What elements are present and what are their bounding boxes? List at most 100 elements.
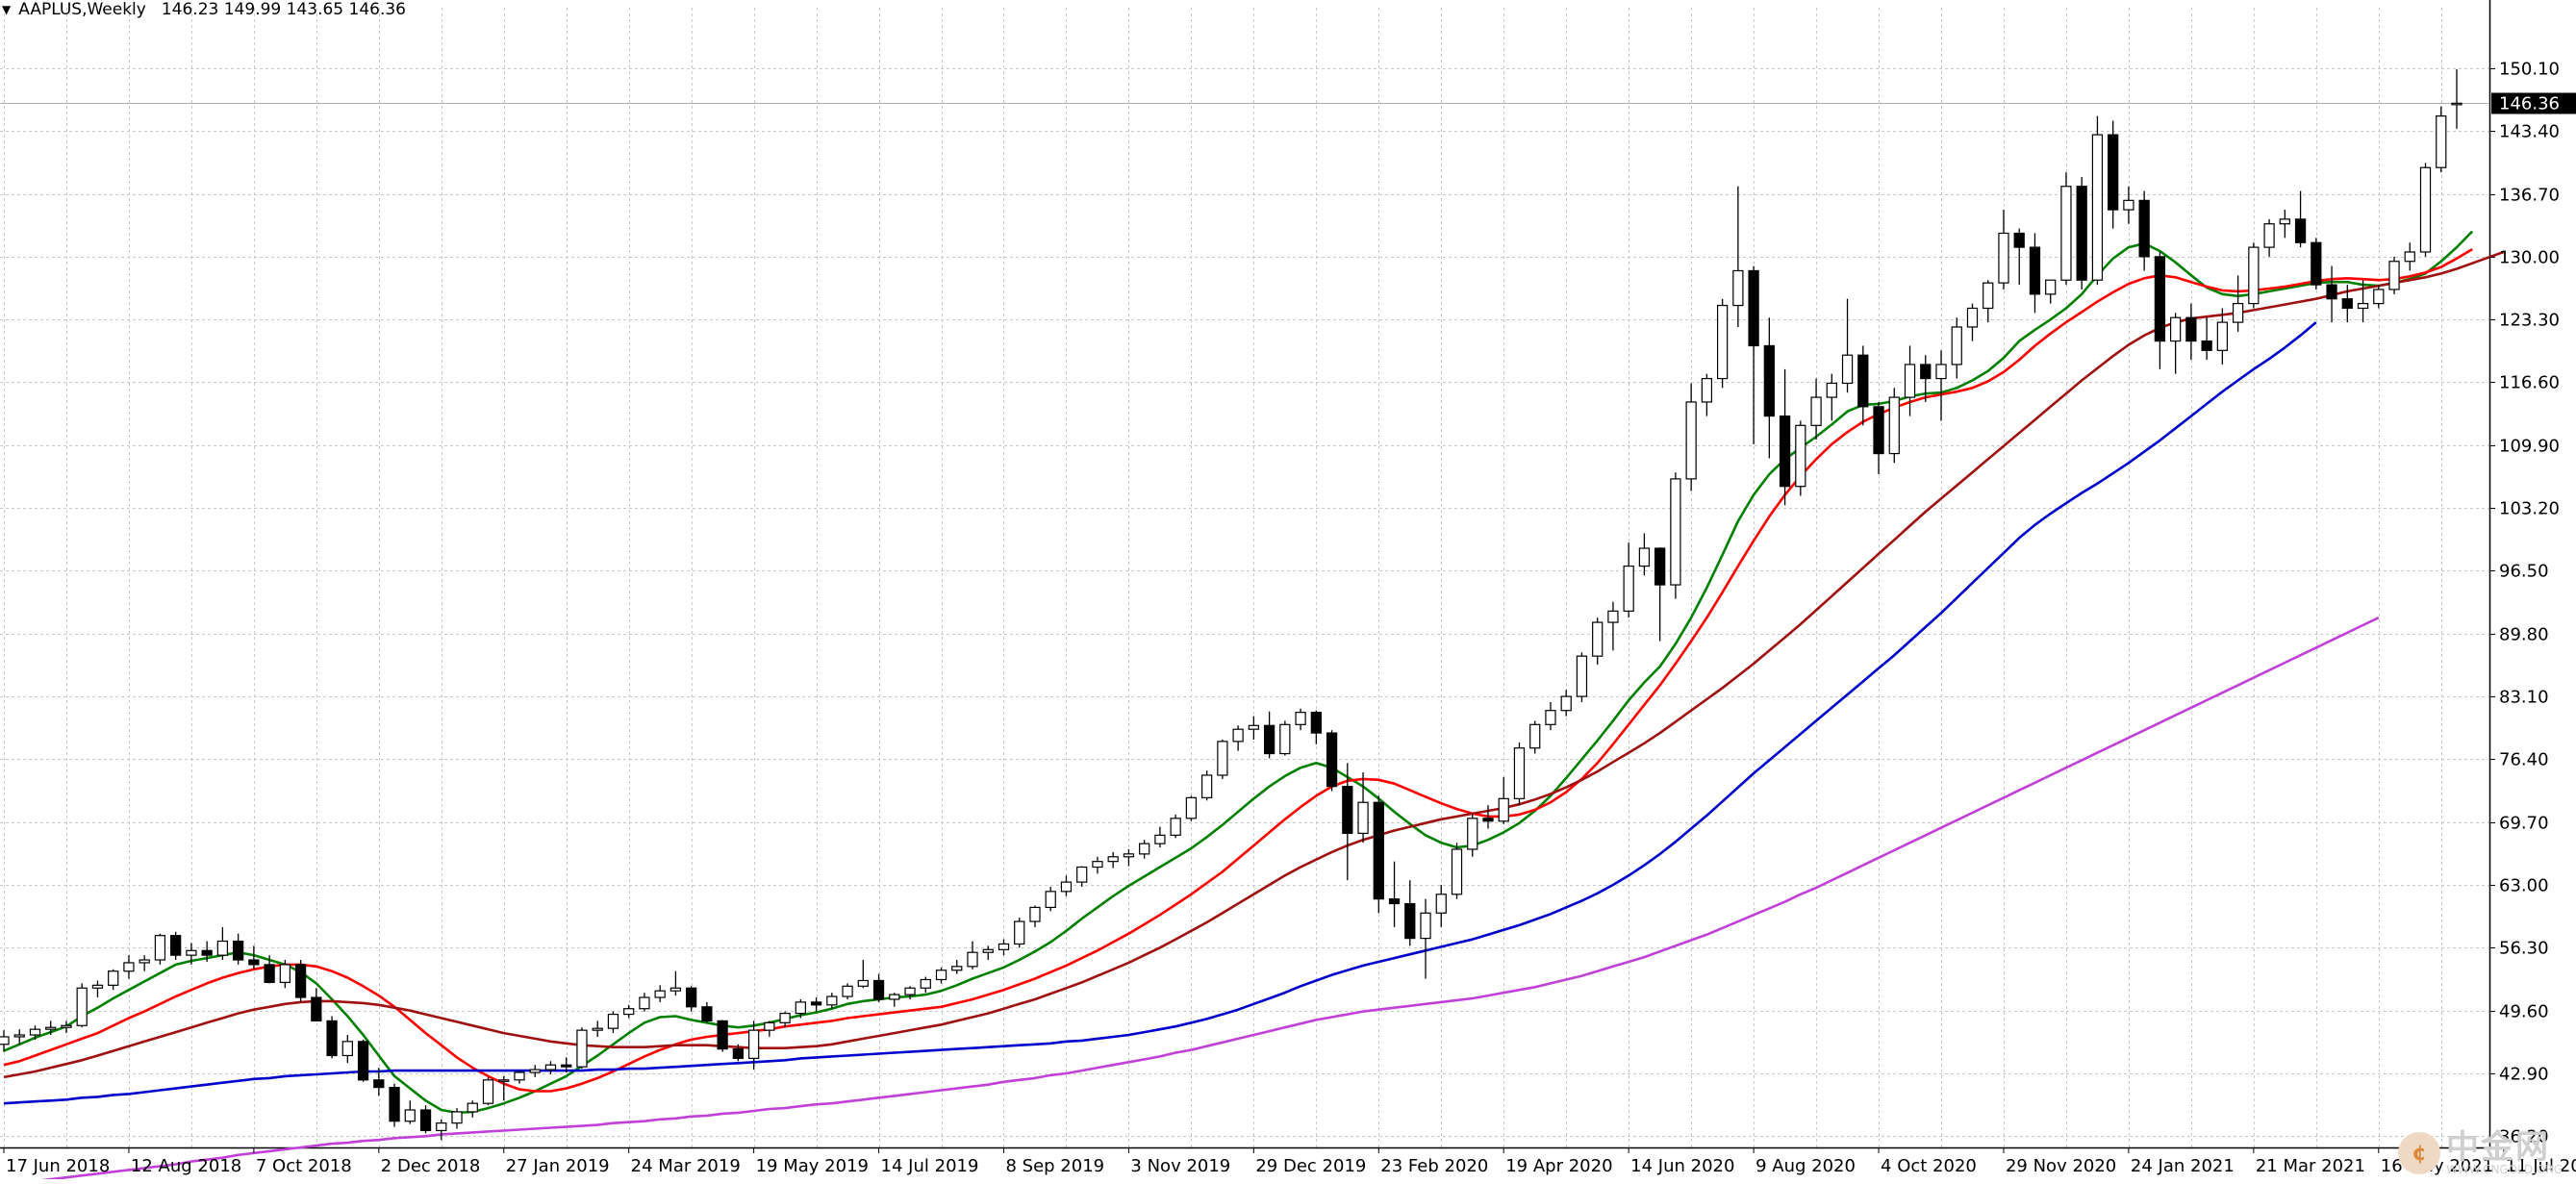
candle [592,1020,603,1037]
candle [747,1020,760,1071]
x-tick-label: 19 May 2019 [756,1156,869,1176]
candle [889,993,900,1007]
candle [529,1065,541,1077]
candle [1217,739,1228,779]
candle [1045,886,1056,912]
candle [1107,851,1119,869]
candle-body-up [1029,906,1041,922]
moving-average-line [3,230,2474,1115]
candle-body-up [482,1079,494,1104]
y-tick-label: 109.90 [2499,437,2560,457]
candle [0,1030,10,1052]
candle-body-down [2029,246,2041,295]
candle [717,1020,728,1052]
candle-body-down [810,1001,822,1006]
candle [1576,652,1588,702]
candle [311,988,322,1021]
candle-body-up [1154,834,1166,844]
moving-average-line [3,321,2317,1105]
candle-body-up [1420,912,1431,940]
candle [1873,401,1884,475]
x-tick-label: 23 Feb 2020 [1380,1156,1488,1176]
y-tick-label: 42.90 [2499,1065,2549,1085]
candle-body-up [982,948,994,953]
candle [1076,866,1088,887]
candle-body-up [1983,282,1994,310]
candle-body-down [2311,241,2322,286]
candle-body-up [1545,710,1556,725]
candle-body-down [294,964,307,998]
candle [576,1027,588,1070]
candle [2311,238,2322,290]
candle [1139,840,1150,859]
candle [2294,190,2307,248]
candle-body-up [0,1036,10,1045]
candle [904,986,916,999]
current-price-badge [2491,92,2576,114]
y-tick-label: 150.10 [2499,60,2560,80]
y-tick-label: 136.70 [2499,186,2560,206]
candle [326,1016,338,1059]
candle [669,970,682,996]
candle-body-down [1388,898,1401,905]
candle-body-up [779,1012,791,1023]
candle-body-up [951,966,963,971]
candle [686,986,697,1012]
candle [951,960,963,974]
candle-body-up [1357,801,1369,835]
candle-body-down [1263,724,1275,755]
candle [1529,720,1541,754]
candle-body-down [717,1020,728,1050]
candle-body-down [389,1087,400,1122]
candle [826,993,838,1009]
watermark-logo-icon: ¢ [2398,1132,2441,1174]
candle [1998,210,2009,290]
watermark: ¢ 中金网 WWW.CNGOLD.ORG [2398,1131,2563,1175]
candle [935,967,947,984]
candle [76,983,88,1028]
candle-body-up [2216,321,2229,351]
x-tick-label: 29 Dec 2019 [1255,1156,1366,1176]
candle [2388,256,2400,294]
candle [1388,861,1401,927]
candle-body-up [1045,891,1056,909]
candle [967,941,978,970]
grid-layer [0,8,2489,1147]
candle [1310,710,1322,744]
y-tick-label: 143.40 [2499,122,2560,142]
collapse-triangle-icon[interactable]: ▼ [2,3,12,16]
candle [1966,303,1979,341]
y-tick-label: 116.60 [2499,373,2560,393]
candle [1779,368,1791,506]
candle-body-up [341,1041,353,1057]
candle [607,1011,619,1034]
candle-body-up [592,1027,603,1031]
candle-body-up [13,1034,25,1038]
candle-body-up [1685,401,1697,480]
candle [1185,795,1198,821]
candle [1920,355,1932,402]
candle [1545,701,1556,731]
candle-body-up [1435,894,1447,914]
candle [2045,279,2057,304]
candle [2263,218,2275,257]
candle-body-up [1701,377,1713,403]
candle [404,1100,416,1124]
candle-body-up [639,996,650,1010]
candle-body-up [795,1001,806,1015]
candle [1248,716,1259,740]
candle [857,960,869,989]
candle [1498,776,1509,824]
candle-body-down [170,935,182,956]
candle [2279,210,2290,239]
candle-body-up [1592,621,1604,657]
candle [1014,918,1025,948]
candle-body-down [1373,801,1384,900]
candle [108,969,119,991]
candle [810,997,822,1012]
candle-body-up [404,1109,416,1122]
candle-body-up [436,1122,447,1132]
candle [1123,848,1135,867]
